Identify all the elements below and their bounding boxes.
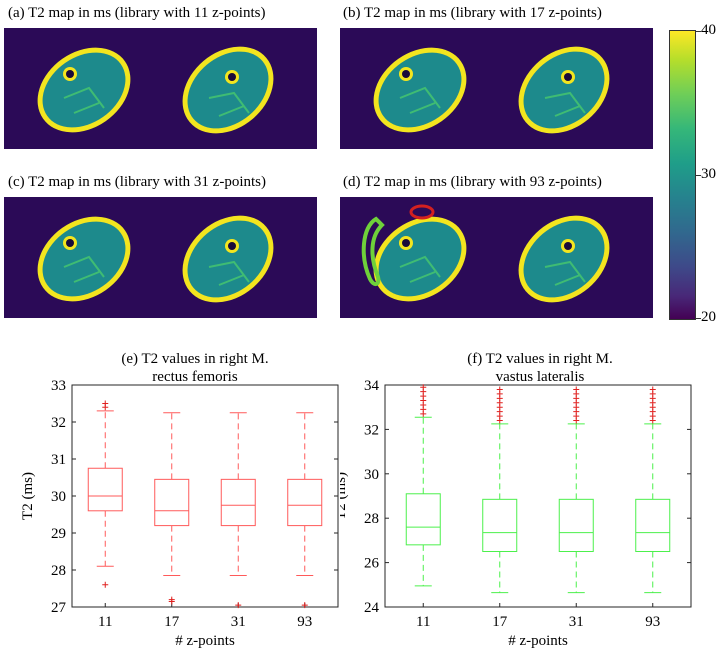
t2-map-c-image — [4, 197, 317, 318]
roi-rectus-femoris — [409, 204, 435, 220]
box-iqr — [87, 467, 123, 512]
thigh-crosssection-image — [373, 46, 610, 134]
chart-e-title-line1: (e) T2 values in right M. — [121, 351, 269, 367]
box-iqr — [287, 478, 323, 527]
x-axis-label: # z-points — [175, 633, 235, 649]
box-iqr — [558, 498, 594, 552]
y-tick-label: 28 — [51, 563, 66, 579]
outlier-marker — [168, 596, 175, 603]
outlier-marker — [102, 400, 109, 407]
x-tick-label: 11 — [98, 614, 112, 630]
plot-area — [384, 384, 692, 608]
x-tick-label: 17 — [164, 614, 180, 630]
map-b-title: (b) T2 map in ms (library with 17 z-poin… — [343, 5, 602, 21]
t2-map-d-image — [340, 197, 653, 318]
chart-f-title: (f) T2 values in right M. vastus lateral… — [390, 350, 690, 386]
x-tick-label: 93 — [645, 614, 660, 630]
box-iqr — [405, 493, 441, 546]
y-tick-label: 29 — [51, 526, 66, 542]
y-tick-label: 32 — [51, 415, 66, 431]
y-tick-label: 33 — [51, 380, 66, 394]
chart-e-title: (e) T2 values in right M. rectus femoris — [45, 350, 345, 386]
outlier-marker — [301, 602, 308, 609]
colorbar-tick — [696, 318, 701, 319]
y-tick-label: 32 — [364, 422, 379, 438]
x-axis-label: # z-points — [508, 633, 568, 649]
box-iqr — [482, 498, 518, 552]
chart-e-title-line2: rectus femoris — [152, 369, 238, 385]
map-d-title: (d) T2 map in ms (library with 93 z-poin… — [343, 174, 602, 190]
y-axis-label: T2 (ms) — [340, 472, 349, 520]
map-a-title: (a) T2 map in ms (library with 11 z-poin… — [8, 5, 266, 21]
x-tick-label: 31 — [569, 614, 584, 630]
x-tick-label: 93 — [297, 614, 312, 630]
colorbar-tick — [696, 31, 701, 32]
y-tick-label: 27 — [51, 600, 67, 616]
y-tick-label: 30 — [364, 467, 379, 483]
y-tick-label: 26 — [364, 556, 380, 572]
y-tick-label: 31 — [51, 452, 66, 468]
thigh-crosssection-image — [37, 46, 274, 134]
outlier-marker — [649, 386, 656, 393]
thigh-crosssection-image — [37, 215, 274, 303]
map-c-title: (c) T2 map in ms (library with 31 z-poin… — [8, 174, 267, 190]
outlier-marker — [496, 386, 503, 393]
box-iqr — [220, 478, 256, 527]
colorbar-label-30: 30 — [701, 166, 716, 182]
colorbar-tick — [696, 175, 701, 176]
colorbar — [669, 30, 696, 320]
boxplot-rectus-femoris: 27 28 29 30 31 32 33 11 17 31 93 # z-points T2 (ms) — [20, 380, 339, 649]
y-axis-label: T2 (ms) — [20, 472, 36, 520]
x-tick-label: 11 — [416, 614, 430, 630]
box-iqr — [635, 498, 671, 552]
outlier-marker — [102, 581, 109, 588]
colorbar-label-40: 40 — [701, 22, 716, 38]
roi-vastus-lateralis — [361, 216, 385, 286]
chart-f-title-line2: vastus lateralis — [495, 369, 585, 385]
y-tick-label: 34 — [364, 380, 380, 394]
t2-map-a-image — [4, 28, 317, 149]
y-tick-label: 24 — [364, 600, 380, 616]
thigh-crosssection-image — [361, 204, 610, 303]
outlier-marker — [420, 384, 427, 391]
outlier-marker — [235, 602, 242, 609]
chart-f-title-line1: (f) T2 values in right M. — [467, 351, 613, 367]
outlier-marker — [573, 386, 580, 393]
box-iqr — [154, 478, 190, 527]
y-tick-label: 28 — [364, 511, 379, 527]
x-tick-label: 31 — [231, 614, 246, 630]
t2-map-b-image — [340, 28, 653, 149]
colorbar-label-20: 20 — [701, 309, 716, 325]
x-tick-label: 17 — [492, 614, 508, 630]
y-tick-label: 30 — [51, 489, 66, 505]
boxplot-vastus-lateralis: 24 26 28 30 32 34 11 17 31 93 # z-points T2 (ms) — [340, 380, 692, 649]
